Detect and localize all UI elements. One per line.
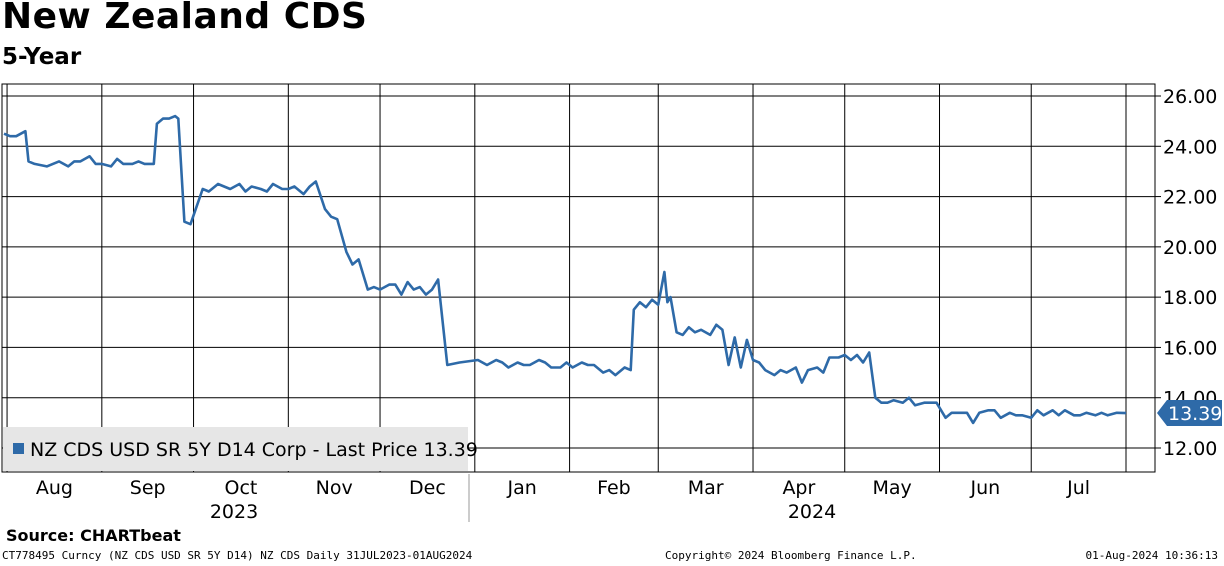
y-tick-label: 24.00: [1163, 136, 1217, 158]
x-tick-label: Jul: [1066, 477, 1090, 499]
chart-subtitle: 5-Year: [2, 44, 82, 70]
legend-box: [3, 427, 468, 471]
x-tick-label: Dec: [409, 477, 446, 499]
y-tick-label: 16.00: [1163, 337, 1217, 359]
chart-title: New Zealand CDS: [2, 0, 368, 37]
x-tick-label: Nov: [316, 477, 353, 499]
year-label: 2024: [788, 501, 836, 523]
x-tick-label: Mar: [688, 477, 724, 499]
last-price-tag: [1157, 400, 1222, 427]
x-tick-label: Sep: [130, 477, 166, 499]
copyright-text: Copyright© 2024 Bloomberg Finance L.P.: [665, 549, 917, 562]
x-tick-label: Jun: [970, 477, 1001, 499]
series-line: [3, 114, 1127, 425]
last-price-label: 13.39: [1168, 403, 1222, 425]
year-label: 2023: [210, 501, 258, 523]
y-tick-label: 20.00: [1163, 237, 1217, 259]
legend-swatch: [13, 443, 24, 454]
y-tick-label: 22.00: [1163, 187, 1217, 209]
y-tick-label: 12.00: [1163, 438, 1217, 460]
legend-label: NZ CDS USD SR 5Y D14 Corp - Last Price 1…: [30, 439, 478, 461]
x-tick-label: May: [872, 477, 911, 499]
timestamp-text: 01-Aug-2024 10:36:13: [1085, 549, 1218, 562]
x-tick-label: Apr: [782, 477, 815, 499]
plot-frame: [1, 83, 1156, 473]
y-tick-label: 26.00: [1163, 86, 1217, 108]
x-tick-label: Oct: [225, 477, 258, 499]
y-tick-label: 18.00: [1163, 287, 1217, 309]
source-label: Source: CHARTbeat: [6, 526, 181, 545]
x-tick-label: Feb: [597, 477, 631, 499]
x-tick-label: Aug: [36, 477, 73, 499]
x-tick-label: Jan: [507, 477, 537, 499]
ticker-info: CT778495 Curncy (NZ CDS USD SR 5Y D14) N…: [2, 549, 473, 562]
